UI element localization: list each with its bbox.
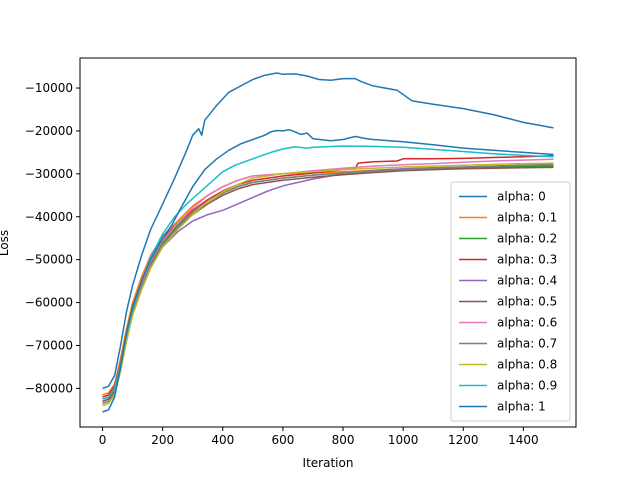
y-tick-label-0: −80000 xyxy=(25,381,73,395)
x-axis-ticks: 0 200 400 600 800 1000 1200 1400 xyxy=(99,427,539,447)
x-tick-label-4: 800 xyxy=(332,433,355,447)
legend-label-6: alpha: 0.6 xyxy=(497,316,557,330)
legend-label-0: alpha: 0 xyxy=(497,190,546,204)
series-line-10 xyxy=(102,128,554,413)
y-axis-ticks: −80000 −70000 −60000 −50000 −40000 −30000 −200… xyxy=(25,81,80,395)
y-tick-label-2: −60000 xyxy=(25,296,73,310)
legend-label-10: alpha: 1 xyxy=(497,400,546,414)
plot-frame xyxy=(79,57,577,428)
legend-box xyxy=(450,181,571,422)
x-tick-label-3: 600 xyxy=(271,433,294,447)
legend-label-2: alpha: 0.2 xyxy=(497,232,557,246)
x-tick-label-2: 400 xyxy=(211,433,234,447)
legend-label-9: alpha: 0.9 xyxy=(497,379,557,393)
x-tick-label-6: 1200 xyxy=(448,433,479,447)
y-axis-label: Loss xyxy=(0,230,11,256)
series-lines xyxy=(102,72,554,413)
legend-label-4: alpha: 0.4 xyxy=(497,274,557,288)
y-tick-label-6: −20000 xyxy=(25,124,73,138)
legend-label-5: alpha: 0.5 xyxy=(497,295,557,309)
x-tick-label-1: 200 xyxy=(151,433,174,447)
series-line-0 xyxy=(102,72,554,390)
y-tick-label-1: −70000 xyxy=(25,338,73,352)
y-tick-label-5: −30000 xyxy=(25,167,73,181)
y-tick-label-3: −50000 xyxy=(25,253,73,267)
legend-label-1: alpha: 0.1 xyxy=(497,211,557,225)
legend-label-7: alpha: 0.7 xyxy=(497,337,557,351)
legend-label-3: alpha: 0.3 xyxy=(497,253,557,267)
legend-label-8: alpha: 0.8 xyxy=(497,358,557,372)
x-tick-label-7: 1400 xyxy=(508,433,539,447)
x-tick-label-5: 1000 xyxy=(388,433,419,447)
y-tick-label-7: −10000 xyxy=(25,81,73,95)
x-axis-label: Iteration xyxy=(303,456,354,470)
y-tick-label-4: −40000 xyxy=(25,210,73,224)
series-line-8 xyxy=(102,162,554,407)
legend: alpha: 0 alpha: 0.1 alpha: 0.2 alpha: 0.3 al… xyxy=(450,181,571,422)
x-tick-label-0: 0 xyxy=(99,433,107,447)
